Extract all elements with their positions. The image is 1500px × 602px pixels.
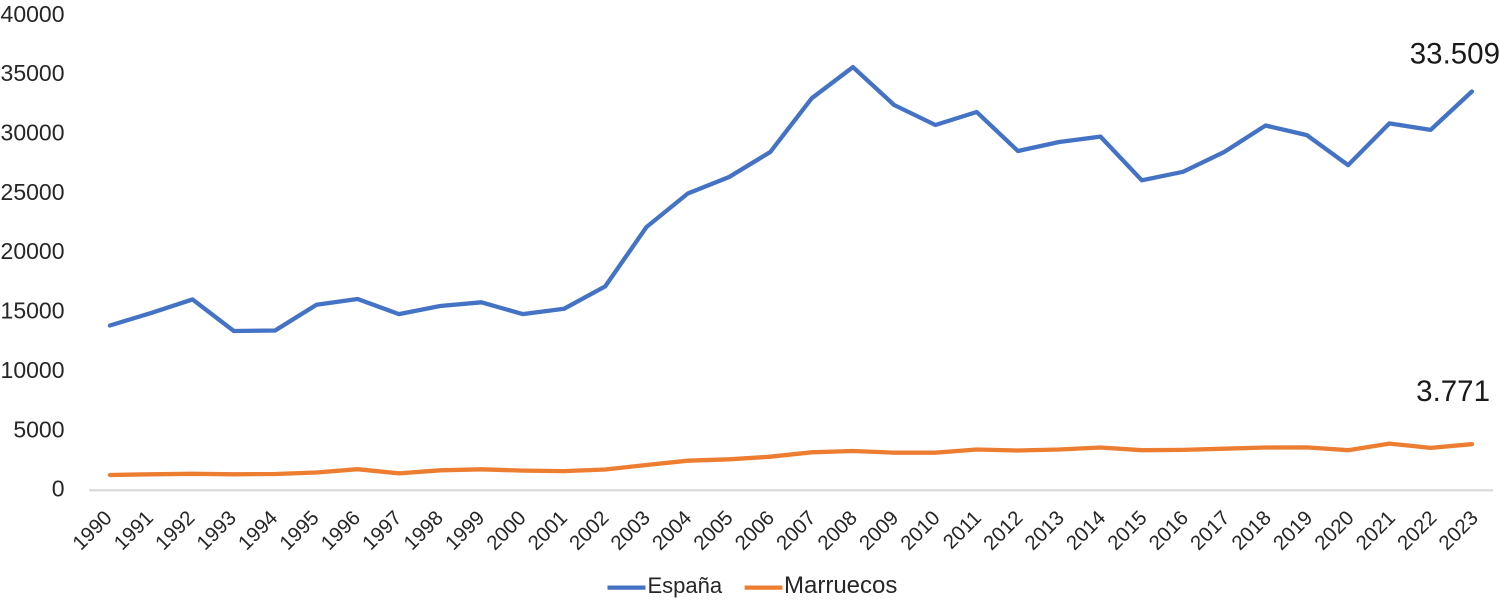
svg-text:20000: 20000 — [1, 238, 65, 264]
svg-text:15000: 15000 — [1, 298, 65, 324]
svg-text:30000: 30000 — [1, 120, 65, 146]
svg-text:40000: 40000 — [1, 1, 65, 27]
svg-text:25000: 25000 — [1, 179, 65, 205]
svg-text:10000: 10000 — [1, 357, 65, 383]
svg-text:5000: 5000 — [13, 416, 64, 442]
svg-text:0: 0 — [52, 476, 65, 502]
svg-text:Marruecos: Marruecos — [784, 572, 897, 599]
svg-text:33.509: 33.509 — [1410, 38, 1500, 71]
svg-text:3.771: 3.771 — [1416, 375, 1490, 408]
svg-text:35000: 35000 — [1, 60, 65, 86]
svg-text:España: España — [648, 573, 723, 598]
